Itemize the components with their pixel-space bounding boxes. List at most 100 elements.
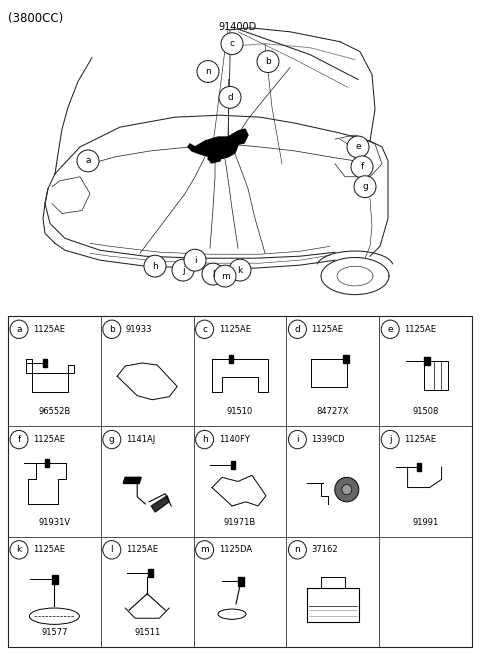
Polygon shape [151, 496, 169, 512]
Polygon shape [46, 459, 49, 467]
Ellipse shape [218, 609, 246, 619]
Text: l: l [110, 546, 113, 554]
Text: 91971B: 91971B [224, 517, 256, 527]
Text: c: c [202, 325, 207, 334]
Circle shape [219, 86, 241, 108]
Circle shape [172, 259, 194, 281]
Polygon shape [424, 357, 430, 365]
Polygon shape [229, 355, 233, 363]
Polygon shape [208, 149, 222, 163]
Polygon shape [417, 463, 420, 471]
Polygon shape [148, 569, 153, 578]
Text: 1140FY: 1140FY [218, 435, 250, 444]
Text: b: b [109, 325, 115, 334]
Text: f: f [360, 162, 364, 172]
Circle shape [196, 540, 214, 559]
Text: 1125AE: 1125AE [404, 325, 436, 334]
Text: 91933: 91933 [126, 325, 152, 334]
Text: 37162: 37162 [312, 546, 338, 554]
Text: e: e [355, 143, 361, 151]
Text: l: l [212, 270, 214, 278]
Text: e: e [387, 325, 393, 334]
Text: 91510: 91510 [227, 407, 253, 417]
Text: 1141AJ: 1141AJ [126, 435, 155, 444]
Text: 1125AE: 1125AE [218, 325, 251, 334]
Circle shape [10, 430, 28, 449]
Circle shape [354, 176, 376, 198]
Text: n: n [205, 67, 211, 76]
Text: (3800CC): (3800CC) [8, 12, 63, 25]
Circle shape [196, 430, 214, 449]
Text: n: n [295, 546, 300, 554]
Circle shape [144, 255, 166, 277]
Ellipse shape [29, 608, 79, 624]
Text: 1125AE: 1125AE [33, 546, 65, 554]
Text: 91508: 91508 [412, 407, 439, 417]
Text: 91991: 91991 [412, 517, 439, 527]
Text: 1125AE: 1125AE [33, 435, 65, 444]
Text: h: h [152, 261, 158, 271]
Text: j: j [182, 266, 184, 274]
Polygon shape [43, 359, 48, 367]
Polygon shape [123, 477, 141, 483]
Text: g: g [362, 182, 368, 191]
Polygon shape [228, 129, 248, 145]
Circle shape [103, 320, 121, 339]
Text: a: a [85, 157, 91, 165]
Circle shape [288, 430, 306, 449]
Circle shape [229, 259, 251, 281]
Circle shape [381, 320, 399, 339]
Text: c: c [229, 39, 235, 48]
Text: i: i [194, 255, 196, 265]
Circle shape [184, 250, 206, 271]
Text: 1125AE: 1125AE [312, 325, 343, 334]
Text: d: d [227, 93, 233, 102]
Circle shape [103, 540, 121, 559]
Text: j: j [389, 435, 392, 444]
Text: f: f [17, 435, 21, 444]
Circle shape [202, 263, 224, 285]
Circle shape [196, 320, 214, 339]
Text: 1125AE: 1125AE [126, 546, 158, 554]
Text: d: d [295, 325, 300, 334]
Circle shape [381, 430, 399, 449]
Circle shape [288, 540, 306, 559]
Text: 1125AE: 1125AE [33, 325, 65, 334]
Text: 91511: 91511 [134, 628, 160, 637]
Text: 91400D: 91400D [218, 22, 256, 32]
Text: k: k [16, 546, 22, 554]
Text: 1125DA: 1125DA [218, 546, 252, 554]
Text: m: m [221, 272, 229, 280]
Text: h: h [202, 435, 207, 444]
Text: 1339CD: 1339CD [312, 435, 345, 444]
Text: a: a [16, 325, 22, 334]
Polygon shape [343, 355, 349, 363]
Text: i: i [296, 435, 299, 444]
Text: 91931V: 91931V [38, 517, 71, 527]
Text: 1125AE: 1125AE [404, 435, 436, 444]
Circle shape [351, 156, 373, 178]
Polygon shape [238, 578, 244, 586]
Circle shape [335, 477, 359, 502]
Polygon shape [231, 461, 235, 469]
Polygon shape [52, 575, 59, 584]
Circle shape [288, 320, 306, 339]
Polygon shape [188, 137, 238, 159]
Text: k: k [238, 266, 242, 274]
Text: 84727X: 84727X [317, 407, 349, 417]
Circle shape [214, 265, 236, 287]
Text: 91577: 91577 [41, 628, 68, 637]
Text: b: b [265, 57, 271, 66]
Circle shape [10, 540, 28, 559]
Text: g: g [109, 435, 115, 444]
Circle shape [221, 33, 243, 54]
Circle shape [103, 430, 121, 449]
Circle shape [10, 320, 28, 339]
Circle shape [257, 50, 279, 73]
Circle shape [197, 60, 219, 83]
Circle shape [77, 150, 99, 172]
Circle shape [347, 136, 369, 158]
Text: 96552B: 96552B [38, 407, 71, 417]
Circle shape [342, 485, 352, 495]
Text: m: m [200, 546, 209, 554]
